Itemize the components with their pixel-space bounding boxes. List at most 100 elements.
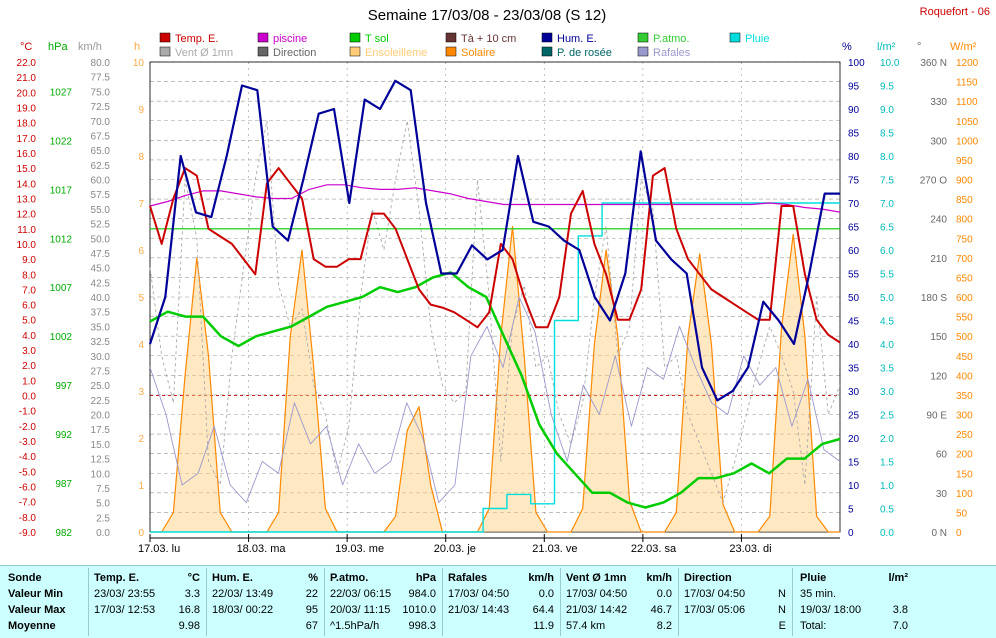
stats-title: Hum. E. bbox=[212, 572, 253, 584]
hum-tick: 75 bbox=[848, 176, 860, 187]
dir-tick: 300 bbox=[930, 136, 947, 147]
temp-tick: -8.0 bbox=[19, 513, 37, 524]
wind-tick: 10.0 bbox=[91, 469, 111, 480]
series-temp-line bbox=[149, 167, 841, 344]
solar-tick: 250 bbox=[956, 430, 973, 441]
wind-tick: 2.5 bbox=[96, 513, 110, 524]
series-gust-line bbox=[149, 296, 841, 504]
stats-date: 21/03/ 14:43 bbox=[448, 604, 510, 616]
stats-unit: °C bbox=[187, 572, 200, 584]
solar-tick: 0 bbox=[956, 528, 962, 539]
wind-tick: 67.5 bbox=[91, 131, 111, 142]
dir-tick: 240 bbox=[930, 215, 947, 226]
sun-tick: 4 bbox=[138, 340, 144, 351]
solar-tick: 950 bbox=[956, 156, 973, 167]
hum-tick: 40 bbox=[848, 340, 860, 351]
temp-tick: 12.0 bbox=[17, 210, 37, 221]
stats-row-label: Moyenne bbox=[8, 620, 56, 632]
x-tick-label: 17.03. lu bbox=[138, 543, 180, 555]
hum-tick: 10 bbox=[848, 481, 860, 492]
legend-label: Hum. E. bbox=[557, 33, 597, 45]
dir-tick: 270 O bbox=[920, 176, 947, 187]
temp-tick: 7.0 bbox=[22, 285, 36, 296]
legend-label: Solaire bbox=[461, 47, 495, 59]
rain-tick: 0.5 bbox=[880, 505, 894, 516]
rain-tick: 5.0 bbox=[880, 293, 894, 304]
stats-date: Total: bbox=[800, 620, 827, 632]
stats-title: Vent Ø 1mn bbox=[566, 572, 627, 584]
solar-tick: 900 bbox=[956, 176, 973, 187]
temp-tick: 8.0 bbox=[22, 270, 36, 281]
legend-swatch bbox=[445, 32, 457, 43]
temp-tick: 10.0 bbox=[17, 240, 37, 251]
wind-tick: 30.0 bbox=[91, 352, 111, 363]
solar-unit: W/m² bbox=[950, 41, 977, 53]
wind-tick: 15.0 bbox=[91, 440, 111, 451]
solar-tick: 1050 bbox=[956, 117, 979, 128]
dir-tick: 360 N bbox=[920, 58, 947, 69]
weather-chart: Semaine 17/03/08 - 23/03/08 (S 12) Roque… bbox=[17, 6, 990, 555]
stats-value: 9.98 bbox=[178, 620, 200, 632]
x-tick-label: 22.03. sa bbox=[631, 543, 677, 555]
wind-tick: 7.5 bbox=[96, 484, 110, 495]
stats-value: 22 bbox=[305, 588, 318, 600]
temp-tick: 18.0 bbox=[17, 119, 37, 130]
wind-tick: 60.0 bbox=[91, 176, 111, 187]
stats-title: Rafales bbox=[448, 572, 488, 584]
legend-swatch bbox=[445, 46, 457, 57]
legend-label: Direction bbox=[273, 47, 316, 59]
hum-unit: % bbox=[842, 41, 852, 53]
pressure-tick: 1007 bbox=[50, 283, 73, 294]
temp-tick: 15.0 bbox=[17, 164, 37, 175]
rain-tick: 1.0 bbox=[880, 481, 894, 492]
dir-tick: 210 bbox=[930, 254, 947, 265]
solar-tick: 350 bbox=[956, 391, 973, 402]
legend-swatch bbox=[159, 32, 171, 43]
stats-value: N bbox=[778, 588, 786, 600]
stats-col-vent: Vent Ø 1mn km/h 17/03/ 04:50 0.0 21/03/ 14… bbox=[566, 570, 672, 634]
stats-date: 23/03/ 23:55 bbox=[94, 588, 156, 600]
temp-tick: 14.0 bbox=[17, 179, 37, 190]
temp-tick: 13.0 bbox=[17, 194, 37, 205]
wind-tick: 35.0 bbox=[91, 322, 111, 333]
series-piscine-line bbox=[149, 184, 841, 213]
legend-swatch bbox=[637, 32, 649, 43]
stats-date: 35 min. bbox=[800, 588, 837, 600]
hum-tick: 85 bbox=[848, 129, 860, 140]
solar-tick: 500 bbox=[956, 332, 973, 343]
sun-unit: h bbox=[134, 41, 140, 53]
wind-tick: 75.0 bbox=[91, 87, 111, 98]
wind-tick: 40.0 bbox=[91, 293, 111, 304]
dir-tick: 150 bbox=[930, 332, 947, 343]
wind-tick: 32.5 bbox=[91, 337, 111, 348]
pressure-tick: 1002 bbox=[50, 332, 73, 343]
stats-col-temp: Temp. E. °C 23/03/ 23:55 3.3 17/03/ 12:53 1… bbox=[94, 570, 200, 634]
wind-tick: 55.0 bbox=[91, 205, 111, 216]
stats-date: 19/03/ 18:00 bbox=[800, 604, 862, 616]
hum-tick: 50 bbox=[848, 293, 860, 304]
stats-date: 20/03/ 11:15 bbox=[330, 604, 391, 616]
legend-label: Pluie bbox=[745, 33, 769, 45]
sun-tick: 7 bbox=[138, 199, 144, 210]
hum-tick: 0 bbox=[848, 528, 854, 539]
hum-tick: 55 bbox=[848, 270, 860, 281]
solar-tick: 50 bbox=[956, 508, 968, 519]
wind-tick: 25.0 bbox=[91, 381, 111, 392]
legend-swatch bbox=[257, 32, 269, 43]
stats-row-label: Valeur Min bbox=[8, 588, 64, 600]
hum-tick: 20 bbox=[848, 434, 860, 445]
rain-tick: 5.5 bbox=[880, 270, 894, 281]
stats-title: Direction bbox=[684, 572, 732, 584]
wind-tick: 42.5 bbox=[91, 278, 111, 289]
rain-tick: 10.0 bbox=[880, 58, 900, 69]
sun-tick: 8 bbox=[138, 152, 144, 163]
stats-date: 17/03/ 04:50 bbox=[566, 588, 628, 600]
stats-value: 8.2 bbox=[656, 620, 672, 632]
stats-value: 16.8 bbox=[178, 604, 200, 616]
dir-tick: 30 bbox=[936, 489, 948, 500]
series-wind-line bbox=[149, 120, 841, 504]
solar-tick: 700 bbox=[956, 254, 973, 265]
solar-tick: 1200 bbox=[956, 58, 979, 69]
stats-title: P.atmo. bbox=[330, 572, 369, 584]
temp-tick: -1.0 bbox=[19, 407, 37, 418]
